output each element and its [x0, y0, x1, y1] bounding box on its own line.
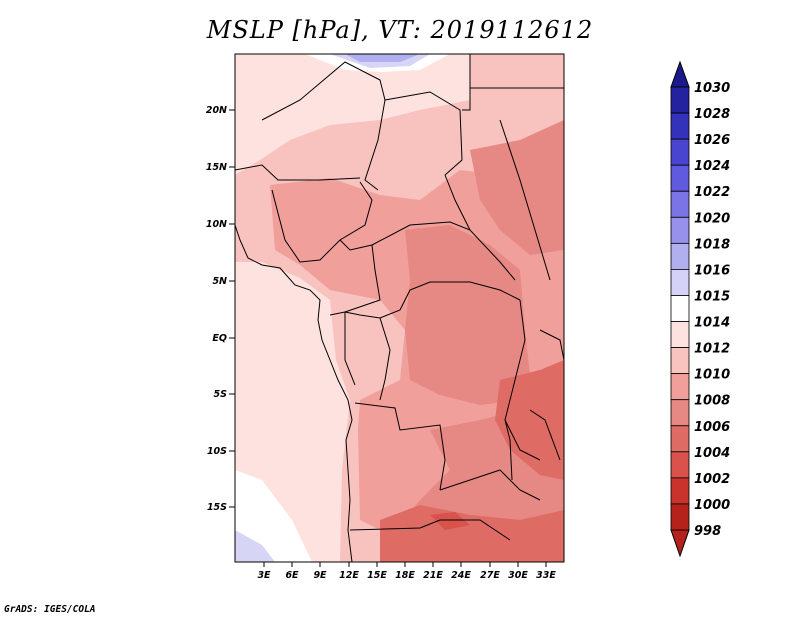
- lon-label-27e: 27E: [480, 570, 500, 581]
- colorbar-label: 1006: [694, 420, 730, 435]
- border-north-1: [261, 61, 386, 191]
- map-title: MSLP [hPa], VT: 2019112612: [206, 16, 594, 44]
- lat-label-5n: 5N: [212, 276, 227, 287]
- coastline-west-africa: [235, 224, 353, 562]
- lat-label-eq: EQ: [212, 333, 227, 344]
- field-1004-south: [380, 505, 564, 562]
- colorbar-label: 1014: [694, 316, 730, 331]
- colorbar-label: 1002: [694, 472, 730, 487]
- colorbar-label: 1010: [694, 368, 730, 383]
- colorbar-segment: [670, 269, 690, 296]
- field-1012-sahara: [235, 54, 470, 175]
- colorbar-label: 1012: [694, 342, 730, 357]
- colorbar-segment: [670, 451, 690, 479]
- border-nigeria: [271, 181, 373, 263]
- colorbar-segment: [670, 138, 690, 166]
- border-angola: [354, 402, 446, 491]
- lon-label-33e: 33E: [536, 570, 556, 581]
- lon-label-21e: 21E: [423, 570, 443, 581]
- border-north-3: [462, 54, 471, 111]
- lat-label-10n: 10N: [206, 219, 227, 230]
- field-1014-southwest: [235, 470, 312, 562]
- field-1006-central: [405, 225, 530, 405]
- field-1002-kalahari: [430, 512, 470, 530]
- lat-label-5s: 5S: [214, 389, 228, 400]
- colorbar-segment: [670, 216, 690, 244]
- lon-label-18e: 18E: [395, 570, 415, 581]
- colorbar-label: 1026: [694, 133, 730, 148]
- border-congo-1: [344, 281, 521, 319]
- country-boundaries: [235, 54, 564, 562]
- colorbar-label: 1015: [694, 289, 730, 304]
- border-north-2: [384, 91, 463, 176]
- field-1016-southwest: [235, 530, 275, 562]
- latitude-axis: 20N 15N 10N 5N EQ 5S 10S 15S: [206, 105, 235, 513]
- field-1018-north: [345, 54, 420, 62]
- border-cameroon: [339, 239, 381, 313]
- lat-label-15s: 15S: [207, 502, 227, 513]
- colorbar-segment: [670, 295, 690, 322]
- colorbar-top-arrow: [670, 60, 690, 88]
- colorbar-segment: [670, 112, 690, 140]
- colorbar-bottom-arrow: [670, 529, 690, 558]
- colorbar-label: 1022: [694, 185, 730, 200]
- colorbar-label: 998: [694, 524, 721, 539]
- border-zambia: [439, 469, 541, 501]
- colorbar-segment: [670, 86, 690, 114]
- colorbar-label: 1008: [694, 394, 730, 409]
- colorbar-label: 1016: [694, 263, 730, 278]
- lon-label-6e: 6E: [285, 570, 299, 581]
- lon-label-30e: 30E: [508, 570, 528, 581]
- pressure-field: [235, 54, 564, 562]
- longitude-axis: 3E 6E 9E 12E 15E 18E 21E 24E 27E 30E 33E: [257, 562, 556, 581]
- lon-label-24e: 24E: [451, 570, 471, 581]
- map-frame: [234, 53, 565, 563]
- lon-label-9e: 9E: [313, 570, 327, 581]
- lat-label-20n: 20N: [206, 105, 227, 116]
- lon-label-12e: 12E: [339, 570, 359, 581]
- colorbar-segment: [670, 399, 690, 427]
- colorbar-label: 1024: [694, 159, 730, 174]
- colorbar-label: 1018: [694, 237, 730, 252]
- colorbar-segment: [670, 164, 690, 192]
- colorbar-label: 1030: [694, 81, 730, 96]
- colorbar-label: 1004: [694, 446, 730, 461]
- border-gabon: [329, 311, 356, 386]
- border-congo-2: [379, 317, 391, 401]
- colorbar-label: 1020: [694, 211, 730, 226]
- border-sudan-east: [499, 119, 551, 281]
- border-east-1: [539, 329, 564, 361]
- colorbar-segment: [670, 503, 690, 531]
- colorbar: 1030 1028 1026 1024 1022 1020 1018 1016 1015 1014…: [670, 60, 730, 558]
- border-east-2: [529, 409, 561, 461]
- colorbar-label: 1000: [694, 498, 730, 513]
- border-sudan: [444, 174, 471, 231]
- lon-label-15e: 15E: [367, 570, 387, 581]
- lat-label-15n: 15N: [206, 162, 227, 173]
- border-namibia: [349, 519, 511, 541]
- colorbar-segment: [670, 477, 690, 505]
- colorbar-segment: [670, 321, 690, 348]
- lon-label-3e: 3E: [257, 570, 271, 581]
- colorbar-segment: [670, 425, 690, 453]
- colorbar-segment: [670, 242, 690, 270]
- border-sahel-1: [235, 164, 361, 181]
- colorbar-segment: [670, 190, 690, 218]
- grads-credit: GrADS: IGES/COLA: [4, 604, 96, 615]
- colorbar-label: 1028: [694, 107, 730, 122]
- border-lakes: [504, 419, 513, 481]
- lat-label-10s: 10S: [207, 446, 227, 457]
- colorbar-segment: [670, 347, 690, 375]
- border-drc-east: [504, 299, 541, 461]
- field-1006-east: [470, 120, 564, 255]
- border-chad-car: [371, 221, 516, 281]
- colorbar-segment: [670, 373, 690, 401]
